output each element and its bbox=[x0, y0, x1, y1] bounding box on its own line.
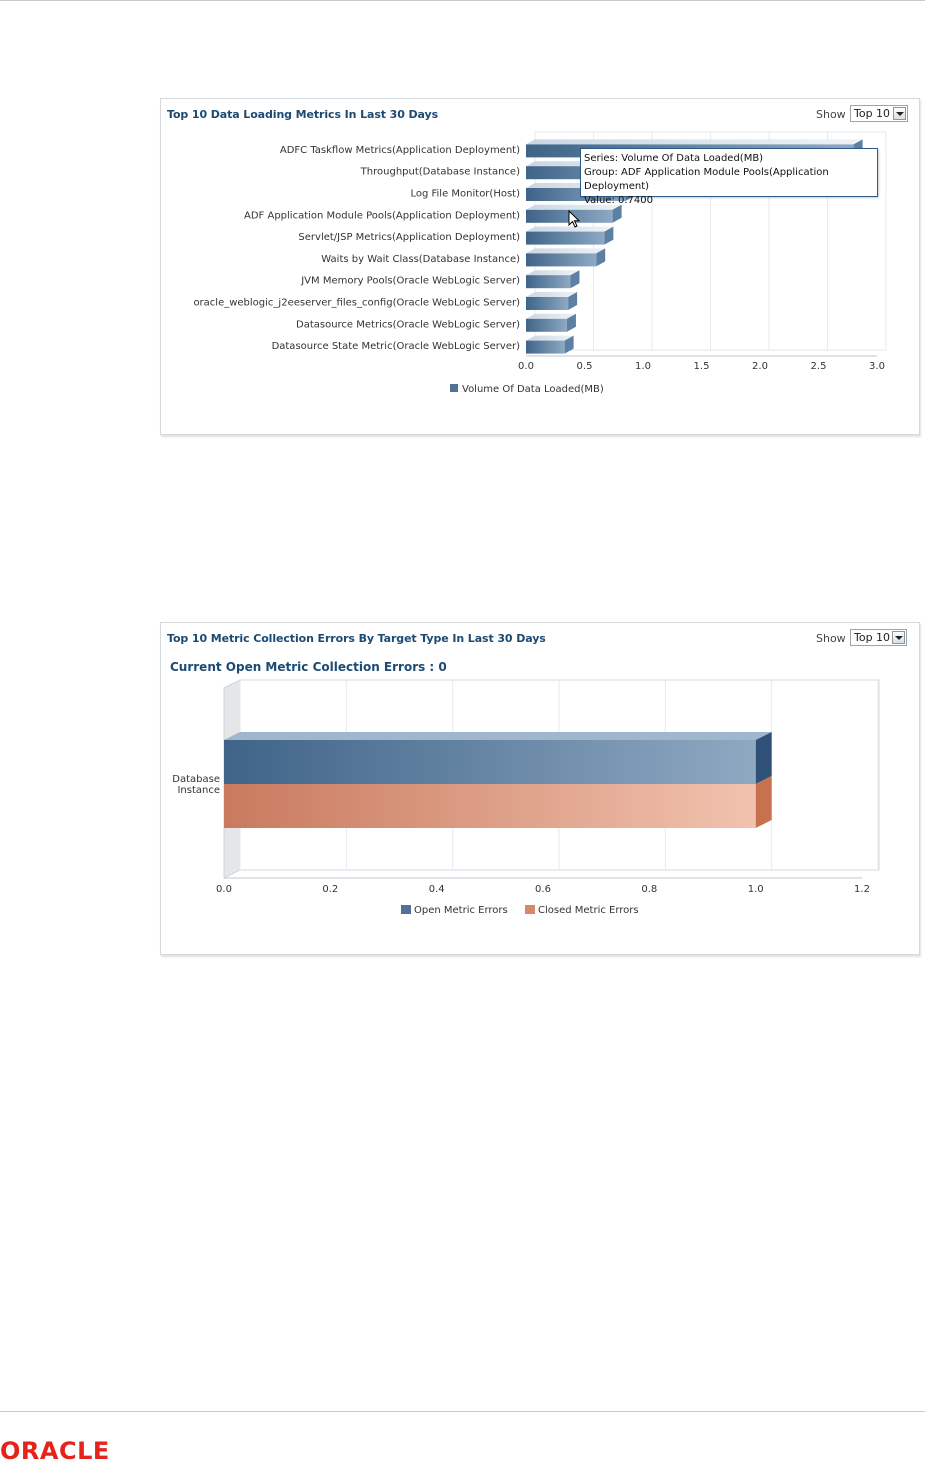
bar-side-face bbox=[755, 732, 772, 784]
legend-swatch bbox=[525, 905, 535, 914]
panel-title: Top 10 Metric Collection Errors By Targe… bbox=[167, 632, 546, 645]
bar-side-face bbox=[612, 204, 622, 223]
x-tick-label: 2.0 bbox=[752, 361, 768, 372]
bar-top-face bbox=[526, 292, 578, 297]
bar bbox=[526, 318, 567, 332]
x-tick-label: 1.0 bbox=[635, 361, 651, 372]
x-tick-label: 3.0 bbox=[869, 361, 885, 372]
category-label-line2: Instance bbox=[177, 785, 220, 796]
bar bbox=[526, 297, 569, 310]
bar-side-face bbox=[564, 335, 574, 354]
tooltip-value: Value: 0.7400 bbox=[584, 195, 653, 206]
legend-label: Closed Metric Errors bbox=[538, 905, 639, 916]
x-tick-label: 0.6 bbox=[535, 884, 551, 895]
x-tick-label: 0.8 bbox=[641, 884, 657, 895]
category-label: Throughput(Database Instance) bbox=[360, 167, 520, 178]
x-tick-label: 0.4 bbox=[429, 884, 445, 895]
top-rule bbox=[0, 0, 925, 1]
show-select-value: Top 10 bbox=[854, 631, 891, 644]
category-label-line1: Database bbox=[172, 774, 220, 785]
x-tick-label: 1.5 bbox=[694, 361, 710, 372]
bar-top-face bbox=[526, 139, 863, 145]
x-tick-label: 0.0 bbox=[216, 884, 232, 895]
x-tick-label: 0.0 bbox=[518, 361, 534, 372]
x-tick-label: 1.2 bbox=[854, 884, 870, 895]
show-label: Show bbox=[816, 632, 846, 645]
open-errors-subtitle: Current Open Metric Collection Errors : … bbox=[170, 660, 447, 674]
bar-top-face bbox=[224, 732, 772, 740]
legend-swatch bbox=[450, 384, 458, 392]
x-tick-label: 0.5 bbox=[577, 361, 593, 372]
tooltip-group: Group: ADF Application Module Pools(Appl… bbox=[584, 167, 829, 192]
bar bbox=[526, 253, 597, 267]
bar bbox=[526, 340, 565, 354]
tooltip-series: Series: Volume Of Data Loaded(MB) bbox=[584, 153, 764, 164]
category-label: ADFC Taskflow Metrics(Application Deploy… bbox=[280, 145, 520, 156]
bar bbox=[526, 275, 571, 289]
bar bbox=[224, 784, 756, 828]
legend-label: Open Metric Errors bbox=[414, 905, 508, 916]
category-label: ADF Application Module Pools(Application… bbox=[244, 210, 520, 221]
bar-side-face bbox=[755, 776, 772, 828]
footer-rule bbox=[0, 1411, 925, 1412]
legend-label: Volume Of Data Loaded(MB) bbox=[462, 384, 604, 395]
category-label: Log File Monitor(Host) bbox=[410, 189, 520, 200]
bar-side-face bbox=[596, 248, 606, 267]
bar-top-face bbox=[526, 270, 580, 276]
chevron-down-icon[interactable] bbox=[892, 631, 905, 644]
bar-top-face bbox=[526, 226, 614, 232]
chevron-down-icon[interactable] bbox=[893, 107, 906, 120]
show-top-select[interactable]: Top 10 bbox=[850, 105, 908, 122]
x-tick-label: 2.5 bbox=[811, 361, 827, 372]
category-label: Servlet/JSP Metrics(Application Deployme… bbox=[298, 232, 520, 243]
bar-side-face bbox=[568, 292, 578, 310]
category-label: oracle_weblogic_j2eeserver_files_config(… bbox=[193, 298, 520, 309]
legend-swatch bbox=[401, 905, 411, 914]
bar bbox=[224, 740, 756, 784]
chart-tooltip: Series: Volume Of Data Loaded(MB) Group:… bbox=[580, 148, 878, 206]
show-label: Show bbox=[816, 108, 846, 121]
bar-top-face bbox=[526, 313, 576, 319]
panel-title: Top 10 Data Loading Metrics In Last 30 D… bbox=[167, 108, 439, 121]
category-label: JVM Memory Pools(Oracle WebLogic Server) bbox=[300, 276, 520, 287]
show-top-select[interactable]: Top 10 bbox=[850, 629, 907, 646]
oracle-logo: ORACLE bbox=[0, 1439, 110, 1463]
bar bbox=[526, 231, 605, 245]
category-label: Waits by Wait Class(Database Instance) bbox=[321, 254, 520, 265]
bar-side-face bbox=[604, 226, 614, 245]
x-tick-label: 0.2 bbox=[322, 884, 338, 895]
bar-top-face bbox=[526, 335, 574, 341]
bar-side-face bbox=[566, 313, 576, 332]
oracle-logo-text: ORACLE bbox=[0, 1439, 110, 1463]
x-tick-label: 1.0 bbox=[748, 884, 764, 895]
bar-top-face bbox=[526, 248, 606, 254]
bar-top-face bbox=[526, 204, 622, 210]
mouse-pointer-icon bbox=[568, 210, 581, 228]
show-select-value: Top 10 bbox=[854, 107, 891, 120]
category-label: Datasource State Metric(Oracle WebLogic … bbox=[272, 341, 521, 352]
category-label: Datasource Metrics(Oracle WebLogic Serve… bbox=[296, 319, 520, 330]
bar-side-face bbox=[570, 270, 580, 289]
